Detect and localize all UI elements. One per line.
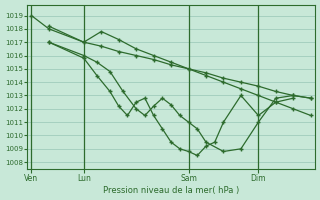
X-axis label: Pression niveau de la mer( hPa ): Pression niveau de la mer( hPa ) xyxy=(103,186,239,195)
